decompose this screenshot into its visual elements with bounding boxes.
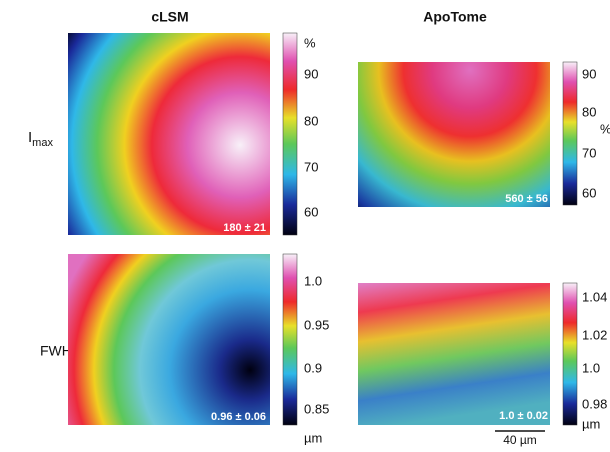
colorbar-tick: 1.0	[582, 360, 600, 375]
row-label: Imax	[28, 129, 53, 149]
row-label-sub: max	[32, 137, 53, 149]
colorbar-tick: 0.98	[582, 396, 607, 411]
scale-bar-label: 40 µm	[503, 433, 537, 447]
annotation: 560 ± 56	[505, 193, 548, 205]
heatmap	[358, 62, 550, 207]
column-title: ApoTome	[423, 9, 487, 25]
annotation: 1.0 ± 0.02	[499, 410, 548, 422]
colorbar-tick: 80	[582, 104, 596, 119]
colorbar-tick: 1.0	[304, 273, 322, 288]
heatmap	[68, 33, 270, 235]
colorbar-unit: µm	[304, 430, 322, 445]
colorbar-tick: 0.95	[304, 317, 329, 332]
row-label-main: I	[28, 129, 32, 146]
colorbar-tick: 1.02	[582, 327, 607, 342]
colorbar-tick: 0.85	[304, 401, 329, 416]
colorbar-tick: 90	[582, 66, 596, 81]
colorbar-tick: 60	[304, 204, 318, 219]
colorbar-unit: %	[304, 35, 316, 50]
column-title: cLSM	[151, 9, 188, 25]
heatmap	[358, 283, 550, 425]
colorbar-tick: 70	[582, 145, 596, 160]
colorbar-tick: 70	[304, 159, 318, 174]
colorbar-tick: 0.9	[304, 360, 322, 375]
colorbar	[562, 282, 578, 426]
annotation: 0.96 ± 0.06	[211, 411, 266, 423]
colorbar-tick: 90	[304, 66, 318, 81]
heatmap	[68, 254, 270, 425]
colorbar-tick: 1.04	[582, 289, 607, 304]
colorbar-tick: 80	[304, 113, 318, 128]
colorbar	[282, 253, 298, 426]
colorbar-tick: 60	[582, 185, 596, 200]
colorbar	[562, 61, 578, 206]
colorbar-unit: %	[600, 121, 610, 136]
annotation: 180 ± 21	[223, 222, 266, 234]
colorbar-unit: µm	[582, 416, 600, 431]
colorbar	[282, 32, 298, 236]
